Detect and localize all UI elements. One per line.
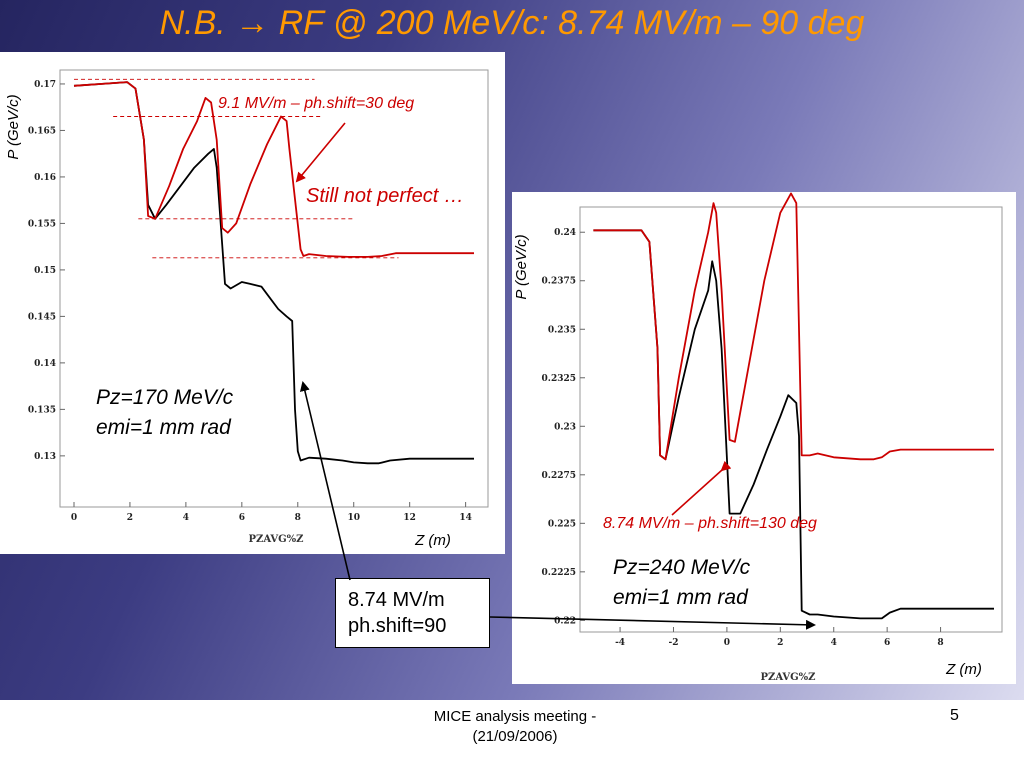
- chart1-xtick-label: -4: [615, 638, 625, 648]
- right-momentum-chart: 0.22 0.2225 0.225 0.2275 0.23 0.2325 0.235 0.23…: [513, 192, 1003, 683]
- footer-line1: MICE analysis meeting -: [433, 708, 597, 725]
- chart1-ytick-label: 0.2275: [542, 471, 576, 481]
- callout-line2: ph.shift=90: [348, 615, 447, 637]
- chart0-xtick-label: 8: [295, 513, 301, 523]
- footer-line2: (21/09/2006): [472, 728, 558, 745]
- chart1-ytick-label: 0.23: [554, 422, 576, 432]
- right-params-line1: Pz=240 MeV/c: [613, 556, 751, 579]
- right-params-line2: emi=1 mm rad: [613, 586, 748, 609]
- chart0-xtick-label: 4: [183, 513, 189, 523]
- chart0-xtick-label: 10: [347, 513, 360, 523]
- chart0-xtick-label: 2: [127, 513, 133, 523]
- still-not-perfect-note: Still not perfect …: [306, 185, 464, 207]
- chart1-x-axis-label: Z (m): [945, 661, 982, 678]
- chart1-ytick-label: 0.22: [554, 616, 576, 626]
- red-curve-label-right: 8.74 MV/m – ph.shift=130 deg: [603, 515, 817, 532]
- chart1-xtick-label: -2: [668, 638, 678, 648]
- chart0-ytick-label: 0.135: [28, 405, 56, 415]
- chart1-xtick-label: 4: [831, 638, 837, 648]
- chart1-ytick-label: 0.235: [548, 325, 576, 335]
- chart0-ytick-label: 0.145: [28, 312, 56, 322]
- slide-footer: [0, 700, 1024, 768]
- chart1-ytick-label: 0.2225: [542, 568, 576, 578]
- chart1-xtick-label: 8: [937, 638, 943, 648]
- chart0-ytick-label: 0.17: [34, 80, 56, 90]
- page-number: 5: [950, 707, 959, 724]
- chart0-y-axis-label: P (GeV/c): [5, 94, 22, 159]
- chart0-series-red: [73, 81, 474, 258]
- chart0-xtick-label: 6: [239, 513, 245, 523]
- chart0-ytick-label: 0.165: [28, 126, 56, 136]
- red-curve-label-top: 9.1 MV/m – ph.shift=30 deg: [218, 95, 415, 112]
- chart1-series-red: [593, 192, 994, 461]
- chart1-xtick-label: 0: [724, 638, 730, 648]
- slide-title: N.B. → RF @ 200 MeV/c: 8.74 MV/m – 90 de…: [159, 4, 865, 42]
- chart0-axis-code-label: PZAVG%Z: [249, 534, 304, 545]
- black-curve-callout: 8.74 MV/m ph.shift=90: [335, 578, 490, 648]
- chart1-xtick-label: 6: [884, 638, 890, 648]
- chart0-ytick-label: 0.15: [34, 266, 56, 276]
- left-params-line1: Pz=170 MeV/c: [96, 386, 234, 409]
- chart0-ytick-label: 0.13: [34, 452, 56, 462]
- left-chart-panel: 0.13 0.135 0.14 0.145 0.15 0.155 0.16 0.165 0.17…: [0, 52, 505, 554]
- left-momentum-chart: 0.13 0.135 0.14 0.145 0.15 0.155 0.16 0.165 0.17…: [5, 69, 489, 549]
- chart0-xtick-label: 14: [459, 513, 472, 523]
- chart1-xtick-label: 2: [777, 638, 783, 648]
- right-chart-panel: 0.22 0.2225 0.225 0.2275 0.23 0.2325 0.235 0.23…: [512, 192, 1016, 684]
- chart0-xtick-label: 0: [71, 513, 77, 523]
- chart0-plot-frame: [59, 69, 489, 508]
- chart1-ytick-label: 0.2375: [542, 277, 576, 287]
- chart1-axis-code-label: PZAVG%Z: [761, 672, 816, 683]
- chart1-ytick-label: 0.225: [548, 519, 576, 529]
- chart0-series-black: [73, 81, 474, 465]
- chart1-ytick-label: 0.2325: [542, 374, 576, 384]
- chart1-ytick-label: 0.24: [554, 228, 576, 238]
- left-params-line2: emi=1 mm rad: [96, 416, 231, 439]
- footer-meeting-info: MICE analysis meeting - (21/09/2006): [380, 707, 650, 747]
- chart0-ytick-label: 0.14: [34, 359, 56, 369]
- chart0-xtick-label: 12: [403, 513, 416, 523]
- chart0-ytick-label: 0.16: [34, 173, 56, 183]
- chart1-y-axis-label: P (GeV/c): [513, 234, 530, 299]
- chart0-x-axis-label: Z (m): [414, 532, 451, 549]
- chart1-plot-frame: [579, 206, 1003, 633]
- callout-line1: 8.74 MV/m: [348, 589, 445, 611]
- chart0-ytick-label: 0.155: [28, 219, 56, 229]
